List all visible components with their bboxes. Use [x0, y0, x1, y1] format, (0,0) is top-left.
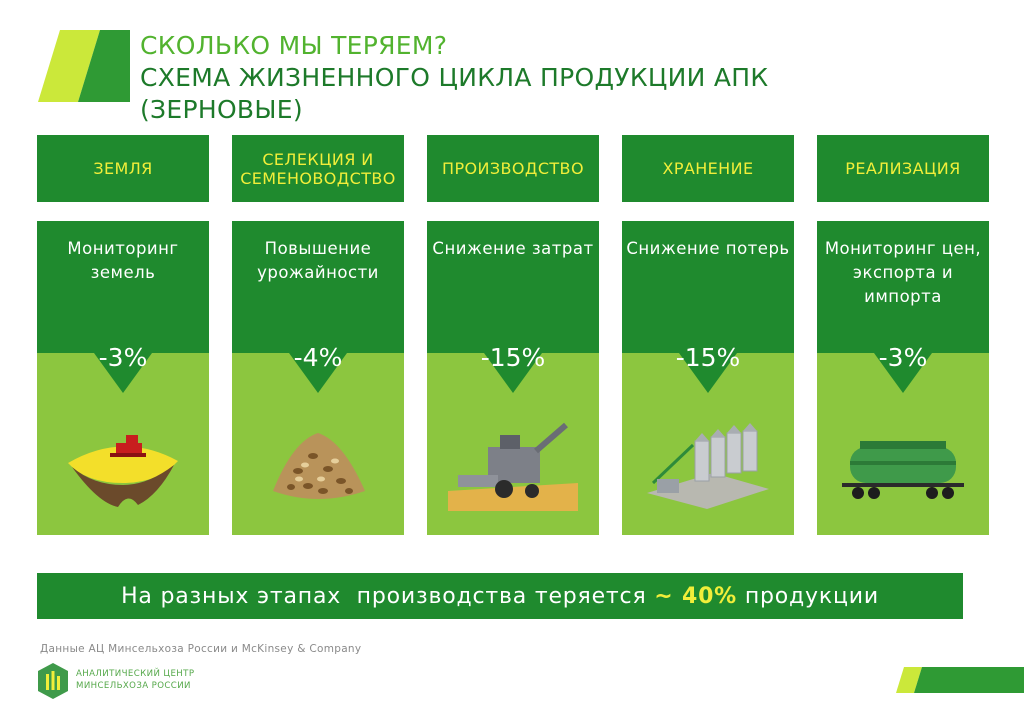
stage-card: Снижение затрат -15% — [427, 221, 599, 535]
stage-production: ПРОИЗВОДСТВО Снижение затрат -15% — [427, 135, 599, 535]
stage-storage: ХРАНЕНИЕ Снижение потерь -15% — [622, 135, 794, 535]
title-sub: (ЗЕРНОВЫЕ) — [140, 95, 303, 124]
corner-stripes-decoration-bottom — [896, 667, 1024, 693]
grain-seeds-image — [273, 433, 365, 499]
summary-text: На разных этапах производства теряется — [121, 583, 655, 609]
stage-title: ЗЕМЛЯ — [37, 135, 209, 202]
stage-title: РЕАЛИЗАЦИЯ — [817, 135, 989, 202]
title-main: СХЕМА ЖИЗНЕННОГО ЦИКЛА ПРОДУКЦИИ АПК — [140, 63, 769, 92]
stage-description: Снижение потерь — [626, 239, 790, 258]
hopper-railcar-image — [842, 441, 964, 499]
organization-line-1: АНАЛИТИЧЕСКИЙ ЦЕНТР — [76, 669, 195, 679]
stage-sales: РЕАЛИЗАЦИЯ Мониторинг цен, экспорта и им… — [817, 135, 989, 535]
organization-line-2: МИНСЕЛЬХОЗА РОССИИ — [76, 681, 191, 691]
stage-land: ЗЕМЛЯ Мониторинг земель -3% — [37, 135, 209, 535]
page-title: СКОЛЬКО МЫ ТЕРЯЕМ? СХЕМА ЖИЗНЕННОГО ЦИКЛ… — [140, 30, 768, 126]
stage-card: Снижение потерь -15% — [622, 221, 794, 535]
stage-description: Мониторинг цен, экспорта и импорта — [824, 239, 982, 306]
grain-silos-image — [647, 423, 769, 509]
stage-title: СЕЛЕКЦИЯ И СЕМЕНОВОДСТВО — [232, 135, 404, 202]
organization-name: АНАЛИТИЧЕСКИЙ ЦЕНТР МИНСЕЛЬХОЗА РОССИИ — [76, 668, 194, 692]
stage-title: ПРОИЗВОДСТВО — [427, 135, 599, 202]
title-question: СКОЛЬКО МЫ ТЕРЯЕМ? — [140, 31, 448, 60]
stage-description: Мониторинг земель — [67, 239, 179, 282]
stage-card: Мониторинг земель -3% — [37, 221, 209, 535]
summary-highlight: ~ 40% — [654, 583, 738, 609]
summary-banner: На разных этапах производства теряется ~… — [37, 573, 963, 619]
stage-title: ХРАНЕНИЕ — [622, 135, 794, 202]
summary-text-end: продукции — [737, 583, 879, 609]
stage-description: Снижение затрат — [432, 239, 594, 258]
harvester-on-field-image — [68, 435, 178, 507]
loss-value: -4% — [293, 343, 343, 372]
stage-selection: СЕЛЕКЦИЯ И СЕМЕНОВОДСТВО Повышение урожа… — [232, 135, 404, 535]
stage-card: Мониторинг цен, экспорта и импорта -3% — [817, 221, 989, 535]
source-note: Данные АЦ Минсельхоза России и McKinsey … — [40, 643, 362, 655]
analytical-center-logo — [38, 663, 68, 699]
loss-value: -3% — [98, 343, 148, 372]
loss-value: -15% — [675, 343, 741, 372]
loss-value: -3% — [878, 343, 928, 372]
stage-description: Повышение урожайности — [257, 239, 379, 282]
combine-harvester-image — [448, 422, 578, 511]
loss-value: -15% — [480, 343, 546, 372]
stage-card: Повышение урожайности -4% — [232, 221, 404, 535]
corner-stripes-decoration — [38, 30, 130, 102]
